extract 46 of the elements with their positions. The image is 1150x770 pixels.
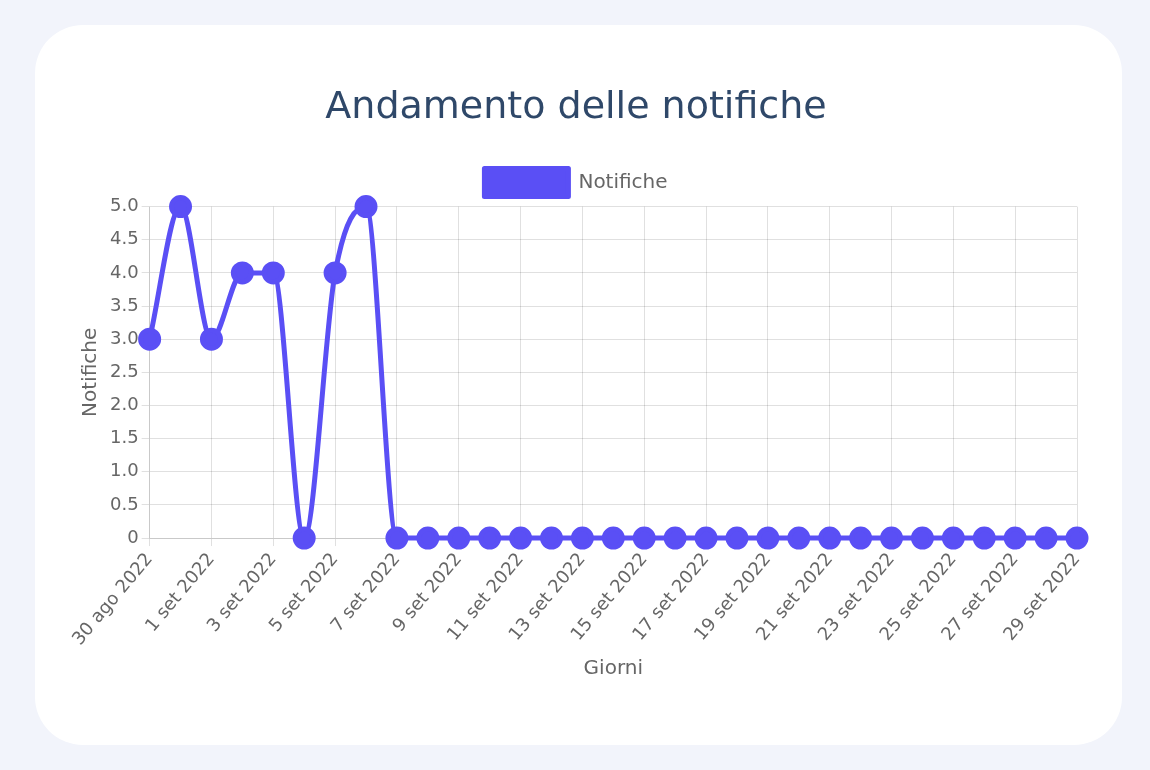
point <box>539 526 563 550</box>
y-tick-label: 2.0 <box>109 393 139 415</box>
legend-label: Notifiche <box>578 168 668 193</box>
x-axis-title: Giorni <box>583 655 644 680</box>
point <box>570 526 594 550</box>
point <box>663 526 687 550</box>
y-axis-title: Notifiche <box>77 327 102 417</box>
point <box>292 526 316 550</box>
point <box>787 526 811 550</box>
point <box>910 526 934 550</box>
point <box>230 261 254 285</box>
y-tick-label: 4.5 <box>109 227 139 249</box>
y-tick-label: 3.5 <box>109 293 139 315</box>
y-tick-label: 1.0 <box>109 459 139 481</box>
chart-title: Andamento delle notifiche <box>325 82 827 127</box>
y-tick-label: 0.5 <box>109 492 139 514</box>
point <box>478 526 502 550</box>
point <box>725 526 749 550</box>
y-tick-label: 4.0 <box>109 260 139 282</box>
y-tick-label: 2.5 <box>109 360 139 382</box>
point <box>199 327 223 351</box>
point <box>601 526 625 550</box>
point <box>1003 526 1027 550</box>
point <box>1065 526 1089 550</box>
point <box>1034 526 1058 550</box>
y-tick-label: 5.0 <box>109 194 139 216</box>
point <box>756 526 780 550</box>
point <box>169 195 193 219</box>
point <box>447 526 471 550</box>
point <box>354 195 378 219</box>
point <box>818 526 842 550</box>
point <box>941 526 965 550</box>
point <box>261 261 285 285</box>
y-tick-label: 3.0 <box>109 326 139 348</box>
point <box>509 526 533 550</box>
point <box>632 526 656 550</box>
point <box>323 261 347 285</box>
point <box>385 526 409 550</box>
point <box>138 327 162 351</box>
point <box>849 526 873 550</box>
y-tick-label: 1.5 <box>109 426 139 448</box>
point <box>972 526 996 550</box>
y-tick-label: 0 <box>127 525 139 547</box>
point <box>880 526 904 550</box>
point <box>694 526 718 550</box>
point <box>416 526 440 550</box>
